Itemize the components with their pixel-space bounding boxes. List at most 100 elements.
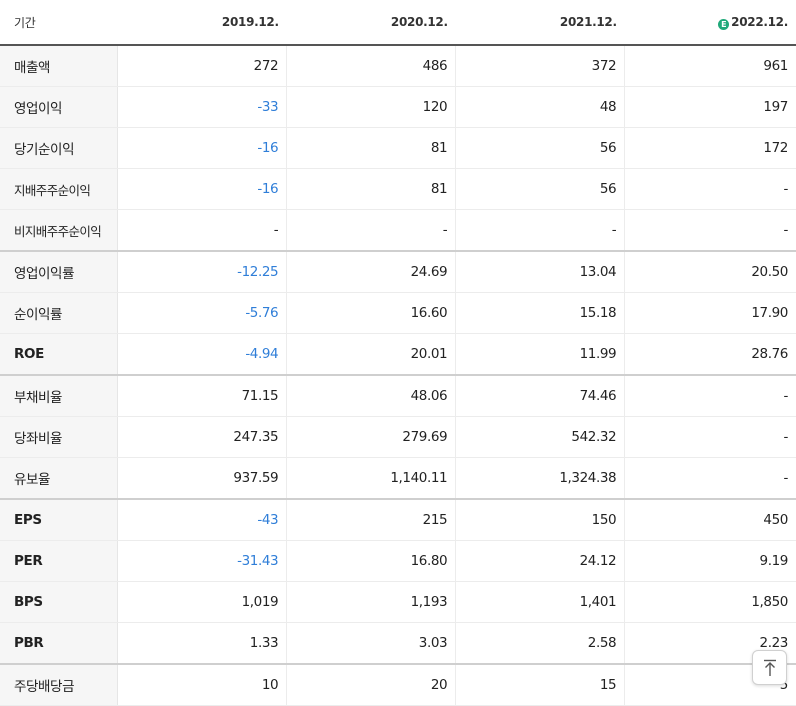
row-label: 주당배당금 <box>0 663 119 706</box>
row-label: 당좌비율 <box>0 416 119 458</box>
value-cell: 16.60 <box>286 292 457 334</box>
table-row: 매출액 272 486 372 961 <box>0 45 796 87</box>
value-cell: 17.90 <box>624 292 796 334</box>
table-row: 지배주주순이익 -16 81 56- <box>0 168 796 210</box>
value-cell: - <box>286 209 457 252</box>
table-row: 당기순이익 -16 81 56 172 <box>0 127 796 169</box>
table-row: EPS -43 215 150 450 <box>0 498 796 541</box>
table-row: ROE -4.94 20.01 11.99 28.76 <box>0 333 796 376</box>
row-label: ROE <box>0 333 119 376</box>
value-cell: 74.46 <box>455 374 626 417</box>
value-cell: 1,850 <box>624 581 796 623</box>
row-label: BPS <box>0 581 119 623</box>
value-cell: 16.80 <box>286 540 457 582</box>
value-cell: 9.19 <box>624 540 796 582</box>
row-label: 비지배주주순이익 <box>0 209 119 252</box>
value-cell: 542.32 <box>455 416 626 458</box>
value-cell: 28.76 <box>624 333 796 376</box>
row-label: 지배주주순이익 <box>0 168 119 210</box>
value-cell: 13.04 <box>455 250 626 293</box>
value-cell: 15.18 <box>455 292 626 334</box>
value-cell: - <box>624 168 796 210</box>
value-cell: 20.01 <box>286 333 457 376</box>
value-cell: 1,140.11 <box>286 457 457 500</box>
value-cell: 48 <box>455 86 626 128</box>
header-row: 기간 2019.12. 2020.12. 2021.12. E 2022.12. <box>0 0 796 46</box>
value-cell: 279.69 <box>286 416 457 458</box>
table-row: PBR 1.33 3.03 2.58 2.23 <box>0 622 796 665</box>
table-row: 부채비율 71.15 48.06 74.46- <box>0 374 796 417</box>
value-cell: -5.76 <box>117 292 288 334</box>
value-cell: -33 <box>117 86 288 128</box>
estimate-icon: E <box>718 18 730 30</box>
row-label: 영업이익 <box>0 86 119 128</box>
row-label: PBR <box>0 622 119 665</box>
period-header-2019: 2019.12. <box>117 0 287 46</box>
scroll-to-top-button[interactable] <box>752 650 787 685</box>
value-cell: 120 <box>286 86 457 128</box>
value-cell: - <box>624 209 796 252</box>
value-cell: 20.50 <box>624 250 796 293</box>
value-cell: 372 <box>455 45 626 87</box>
row-label: PER <box>0 540 119 582</box>
value-cell: 24.12 <box>455 540 626 582</box>
value-cell: 172 <box>624 127 796 169</box>
value-cell: 11.99 <box>455 333 626 376</box>
row-label: 부채비율 <box>0 374 119 417</box>
row-label: 당기순이익 <box>0 127 119 169</box>
period-header-label: 기간 <box>0 0 118 46</box>
value-cell: 2.58 <box>455 622 626 665</box>
value-cell: 56 <box>455 168 626 210</box>
value-cell: 1,193 <box>286 581 457 623</box>
value-cell: 1,401 <box>455 581 626 623</box>
value-cell: 56 <box>455 127 626 169</box>
value-cell: 215 <box>286 498 457 541</box>
arrow-up-to-line-icon <box>763 659 776 676</box>
value-cell: 3.03 <box>286 622 457 665</box>
period-header-2022-cell: E 2022.12. <box>624 0 796 46</box>
row-label: 순이익률 <box>0 292 119 334</box>
value-cell: 24.69 <box>286 250 457 293</box>
table-row: 주당배당금 10 20 15 5 <box>0 663 796 706</box>
value-cell: -4.94 <box>117 333 288 376</box>
table-row: 유보율 937.59 1,140.11 1,324.38- <box>0 457 796 500</box>
value-cell: 15 <box>455 663 626 706</box>
value-cell: - <box>624 374 796 417</box>
value-cell: - <box>624 416 796 458</box>
value-cell: 1.33 <box>117 622 288 665</box>
period-header-2022: 2022.12. <box>731 14 788 29</box>
table-row: 영업이익 -33 120 48 197 <box>0 86 796 128</box>
period-header-2020: 2020.12. <box>286 0 456 46</box>
value-cell: 486 <box>286 45 457 87</box>
row-label: 영업이익률 <box>0 250 119 293</box>
value-cell: 1,324.38 <box>455 457 626 500</box>
value-cell: 48.06 <box>286 374 457 417</box>
value-cell: -43 <box>117 498 288 541</box>
value-cell: - <box>117 209 288 252</box>
row-label: 매출액 <box>0 45 119 87</box>
table-row: PER -31.43 16.80 24.12 9.19 <box>0 540 796 582</box>
value-cell: 450 <box>624 498 796 541</box>
table-row: 순이익률 -5.76 16.60 15.18 17.90 <box>0 292 796 334</box>
table-row: BPS 1,019 1,193 1,401 1,850 <box>0 581 796 623</box>
table-row: 영업이익률 -12.25 24.69 13.04 20.50 <box>0 250 796 293</box>
value-cell: 1,019 <box>117 581 288 623</box>
table-row: 당좌비율 247.35 279.69 542.32- <box>0 416 796 458</box>
value-cell: -31.43 <box>117 540 288 582</box>
table-row: 비지배주주순이익 - - - - <box>0 209 796 252</box>
value-cell: 150 <box>455 498 626 541</box>
row-label: 유보율 <box>0 457 119 500</box>
value-cell: 71.15 <box>117 374 288 417</box>
value-cell: 247.35 <box>117 416 288 458</box>
value-cell: -12.25 <box>117 250 288 293</box>
value-cell: 81 <box>286 168 457 210</box>
value-cell: 272 <box>117 45 288 87</box>
value-cell: 10 <box>117 663 288 706</box>
value-cell: 81 <box>286 127 457 169</box>
value-cell: -16 <box>117 127 288 169</box>
value-cell: 961 <box>624 45 796 87</box>
row-label: EPS <box>0 498 119 541</box>
value-cell: 20 <box>286 663 457 706</box>
value-cell: 197 <box>624 86 796 128</box>
